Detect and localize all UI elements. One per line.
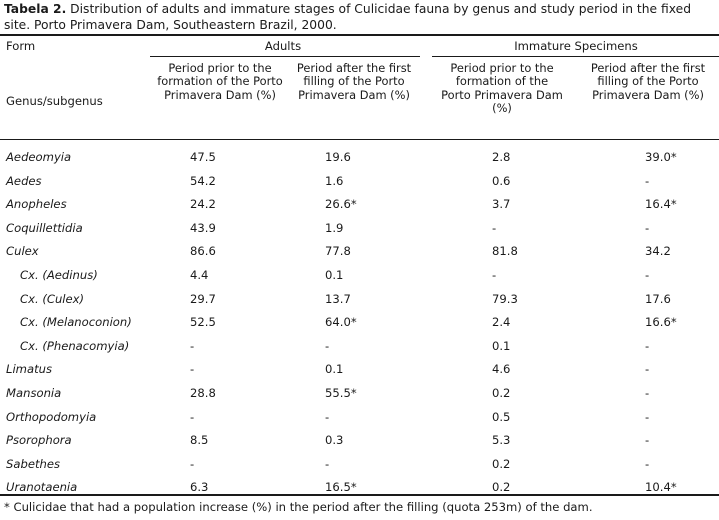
- row-genus-name: Aedeomyia: [6, 150, 72, 164]
- row-value-i-after: 16.6*: [645, 315, 677, 330]
- row-genus-name: Coquillettidia: [6, 220, 83, 235]
- row-value-i-after: -: [645, 173, 650, 188]
- header-form: Form: [6, 39, 36, 53]
- row-genus-name: Uranotaenia: [6, 480, 78, 495]
- row-value-i-prior: 0.1: [492, 338, 511, 353]
- row-value-i-prior: 0.5: [492, 409, 511, 424]
- row-value-i-prior: 0.2: [492, 456, 511, 471]
- row-value-a-prior: 52.5: [190, 315, 216, 330]
- row-value-a-after: 19.6: [325, 150, 351, 164]
- top-rule: [0, 34, 719, 36]
- caption-text: Distribution of adults and immature stag…: [4, 2, 692, 32]
- row-value-i-after: -: [645, 220, 650, 235]
- row-genus-name: Cx. (Phenacomyia): [20, 338, 130, 353]
- row-value-i-prior: 0.6: [492, 173, 511, 188]
- row-value-a-after: 64.0*: [325, 315, 357, 330]
- row-genus-name: Psorophora: [6, 433, 72, 448]
- row-value-i-after: 16.4*: [645, 197, 677, 212]
- row-genus-name: Cx. (Melanoconion): [20, 315, 132, 330]
- table-caption: Tabela 2. Distribution of adults and imm…: [4, 1, 716, 33]
- row-value-a-after: 1.6: [325, 173, 344, 188]
- header-rule: [0, 139, 719, 140]
- row-value-i-prior: 4.6: [492, 362, 511, 377]
- row-value-a-prior: 54.2: [190, 173, 216, 188]
- row-value-a-prior: 28.8: [190, 386, 216, 400]
- row-value-i-after: -: [645, 409, 650, 424]
- row-genus-name: Sabethes: [6, 456, 61, 471]
- row-value-i-prior: 0.2: [492, 386, 511, 400]
- row-value-a-prior: 47.5: [190, 150, 216, 164]
- table-footnote: * Culicidae that had a population increa…: [4, 500, 593, 514]
- row-genus-name: Anopheles: [6, 197, 67, 212]
- row-value-i-prior: 3.7: [492, 197, 511, 212]
- row-genus-name: Aedes: [6, 173, 42, 188]
- row-value-i-after: -: [645, 338, 650, 353]
- row-value-i-after: -: [645, 433, 650, 448]
- row-value-i-after: -: [645, 268, 650, 282]
- adults-group-rule: [150, 56, 420, 57]
- row-value-i-after: -: [645, 456, 650, 471]
- row-value-a-after: 16.5*: [325, 480, 357, 495]
- header-immature-prior: Period prior to the formation of the Por…: [441, 61, 563, 116]
- row-value-a-after: 1.9: [325, 220, 344, 235]
- row-value-i-after: 39.0*: [645, 150, 677, 164]
- row-value-a-prior: 4.4: [190, 268, 209, 282]
- row-value-a-prior: -: [190, 362, 195, 377]
- header-genus: Genus/subgenus: [6, 94, 103, 108]
- row-value-a-after: 26.6*: [325, 197, 357, 212]
- row-value-a-after: 77.8: [325, 244, 351, 259]
- row-value-a-after: -: [325, 338, 330, 353]
- row-value-a-prior: 24.2: [190, 197, 216, 212]
- header-immature: Immature Specimens: [514, 39, 638, 53]
- row-value-i-prior: 0.2: [492, 480, 511, 495]
- row-value-i-prior: 2.4: [492, 315, 511, 330]
- row-value-i-prior: -: [492, 268, 497, 282]
- row-value-a-prior: 29.7: [190, 291, 216, 306]
- row-value-i-prior: 79.3: [492, 291, 518, 306]
- row-value-i-after: 10.4*: [645, 480, 677, 495]
- row-genus-name: Orthopodomyia: [6, 409, 97, 424]
- row-value-i-prior: -: [492, 220, 497, 235]
- row-value-i-prior: 81.8: [492, 244, 518, 259]
- row-genus-name: Mansonia: [6, 386, 62, 400]
- row-value-a-after: -: [325, 456, 330, 471]
- row-value-a-prior: 43.9: [190, 220, 216, 235]
- row-genus-name: Cx. (Culex): [20, 291, 85, 306]
- row-value-a-after: -: [325, 409, 330, 424]
- header-adults-after: Period after the first filling of the Po…: [296, 61, 412, 102]
- row-value-i-prior: 2.8: [492, 150, 511, 164]
- row-value-a-after: 0.3: [325, 433, 344, 448]
- row-value-a-prior: 86.6: [190, 244, 216, 259]
- caption-label: Tabela 2.: [4, 2, 67, 16]
- header-immature-after: Period after the first filling of the Po…: [590, 61, 706, 102]
- row-genus-name: Limatus: [6, 362, 53, 377]
- row-genus-name: Cx. (Aedinus): [20, 268, 98, 282]
- row-value-a-prior: -: [190, 338, 195, 353]
- row-value-i-after: -: [645, 362, 650, 377]
- row-value-a-prior: -: [190, 456, 195, 471]
- bottom-rule: [0, 494, 719, 496]
- header-adults-prior: Period prior to the formation of the Por…: [157, 61, 283, 102]
- row-value-i-after: 17.6: [645, 291, 671, 306]
- row-value-i-prior: 5.3: [492, 433, 511, 448]
- row-value-a-after: 0.1: [325, 268, 344, 282]
- header-adults: Adults: [264, 39, 302, 53]
- row-value-a-after: 13.7: [325, 291, 351, 306]
- row-value-a-after: 0.1: [325, 362, 344, 377]
- row-genus-name: Culex: [6, 244, 39, 259]
- row-value-a-prior: 6.3: [190, 480, 209, 495]
- row-value-i-after: -: [645, 386, 650, 400]
- row-value-i-after: 34.2: [645, 244, 671, 259]
- row-value-a-prior: 8.5: [190, 433, 209, 448]
- row-value-a-prior: -: [190, 409, 195, 424]
- row-value-a-after: 55.5*: [325, 386, 357, 400]
- immature-group-rule: [432, 56, 719, 57]
